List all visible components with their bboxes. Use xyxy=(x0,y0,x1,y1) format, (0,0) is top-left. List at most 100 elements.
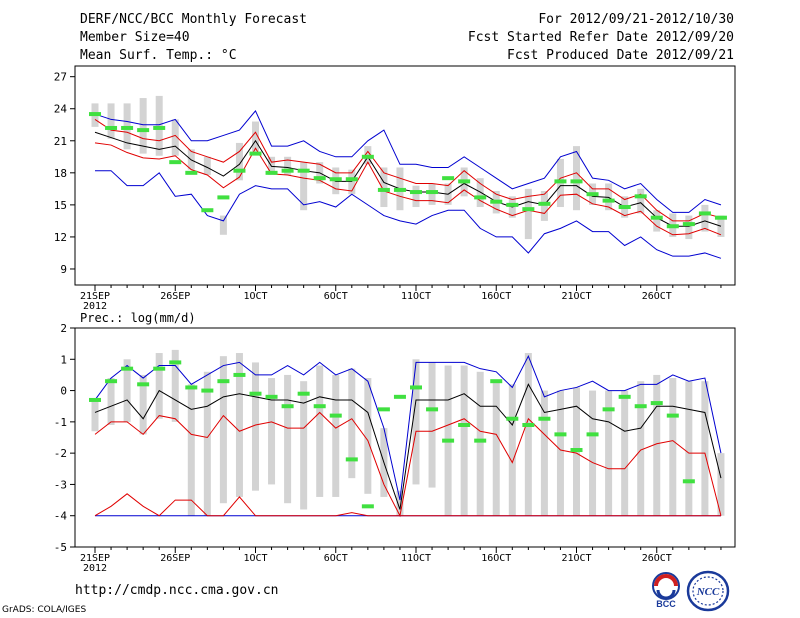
box-bar xyxy=(364,378,372,494)
median-marker xyxy=(650,215,663,220)
series-line-p10 xyxy=(94,411,722,518)
median-marker xyxy=(714,215,727,220)
box-bar xyxy=(284,374,292,504)
series-line-min xyxy=(95,170,722,259)
median-marker xyxy=(377,187,390,192)
median-marker xyxy=(233,168,246,173)
median-marker xyxy=(137,382,150,387)
box-bar xyxy=(139,98,147,154)
median-marker xyxy=(377,407,390,412)
box-bar xyxy=(332,374,340,497)
y-tick-label: 18 xyxy=(54,167,67,180)
median-marker xyxy=(281,168,294,173)
box-bar xyxy=(203,371,211,516)
grads-credit: GrADS: COLA/IGES xyxy=(2,605,87,615)
median-marker xyxy=(554,432,567,437)
median-marker xyxy=(522,207,535,212)
precipitation-panel: -5 -4 -3 -2 -1 0 1 2 21SEP 26SEP 1OCT 6OCT 11OCT 16OC… xyxy=(54,311,736,574)
x-tick-label: 21OCT xyxy=(561,291,591,302)
box-bar xyxy=(235,353,243,497)
x-tick-label: 21SEP xyxy=(80,291,110,302)
box-bar xyxy=(155,95,163,156)
median-marker xyxy=(538,201,551,206)
median-marker xyxy=(570,179,583,184)
box-bar xyxy=(556,390,564,516)
box-bar xyxy=(589,390,597,516)
median-marker xyxy=(265,170,278,175)
median-marker xyxy=(506,202,519,207)
box-bar xyxy=(316,365,324,497)
median-marker xyxy=(345,457,358,462)
box-bar xyxy=(492,381,500,516)
series-line-mean xyxy=(94,131,722,227)
median-marker xyxy=(265,394,278,399)
series-line-mean xyxy=(94,383,722,510)
produced-date: Fcst Produced Date 2012/09/21 xyxy=(507,48,734,63)
median-marker xyxy=(570,448,583,453)
median-marker xyxy=(137,128,150,133)
box-bar xyxy=(524,188,532,240)
median-marker xyxy=(474,195,487,200)
box-bar xyxy=(348,169,356,195)
box-bar xyxy=(653,210,661,232)
series-line-p10 xyxy=(94,142,722,236)
y-tick-label: -3 xyxy=(54,478,67,491)
x-tick-label: 21SEP xyxy=(80,553,110,564)
box-bar xyxy=(300,162,308,211)
forecast-period: For 2012/09/21-2012/10/30 xyxy=(538,12,734,27)
box-bar xyxy=(428,362,436,488)
x-tick-label: 26OCT xyxy=(642,553,672,564)
median-marker xyxy=(426,407,439,412)
x-tick-label: 26OCT xyxy=(642,291,672,302)
x-tick-label: 1OCT xyxy=(243,553,267,564)
median-marker xyxy=(249,151,262,156)
median-marker xyxy=(698,211,711,216)
box-bar xyxy=(348,368,356,479)
box-bar xyxy=(203,156,211,175)
median-marker xyxy=(554,179,567,184)
box-bar xyxy=(412,185,420,208)
median-marker xyxy=(490,379,503,384)
box-bar xyxy=(268,378,276,485)
median-marker xyxy=(666,413,679,418)
website-url[interactable]: http://cmdp.ncc.cma.gov.cn xyxy=(75,583,279,598)
box-bar xyxy=(573,146,580,211)
box-bar xyxy=(685,381,693,516)
box-bar xyxy=(252,121,259,152)
y-tick-label: -2 xyxy=(54,447,67,460)
variable-label: Mean Surf. Temp.: °C xyxy=(80,48,237,63)
x-tick-label: 26SEP xyxy=(160,291,190,302)
median-marker xyxy=(410,190,422,195)
box-bar xyxy=(605,183,613,211)
median-marker xyxy=(297,168,310,173)
median-marker xyxy=(618,205,631,210)
median-marker xyxy=(217,195,230,200)
median-marker xyxy=(313,176,326,181)
median-marker xyxy=(249,391,262,396)
median-marker xyxy=(169,360,182,365)
box-bar xyxy=(107,378,115,425)
box-bar xyxy=(380,167,388,208)
median-marker xyxy=(281,404,294,409)
x-tick-label: 26SEP xyxy=(160,553,190,564)
series-line-p90-low xyxy=(94,493,721,517)
chart-title: DERF/NCC/BCC Monthly Forecast xyxy=(80,12,307,27)
y-tick-label: 21 xyxy=(54,135,67,148)
y-tick-label: 24 xyxy=(54,103,68,116)
box-bar xyxy=(300,381,308,510)
median-marker xyxy=(345,177,358,182)
box-bar xyxy=(284,156,292,175)
box-bar xyxy=(252,362,259,491)
median-marker xyxy=(682,222,695,227)
x-tick-label: 6OCT xyxy=(324,553,348,564)
median-marker xyxy=(393,187,406,192)
y-tick-label: 1 xyxy=(60,353,67,366)
median-marker xyxy=(329,413,342,418)
median-marker xyxy=(121,125,134,130)
box-bar xyxy=(412,359,420,485)
box-bar xyxy=(187,384,195,516)
box-bar xyxy=(669,378,677,516)
box-bar xyxy=(219,356,227,504)
ncc-logo-text: NCC xyxy=(696,586,720,598)
